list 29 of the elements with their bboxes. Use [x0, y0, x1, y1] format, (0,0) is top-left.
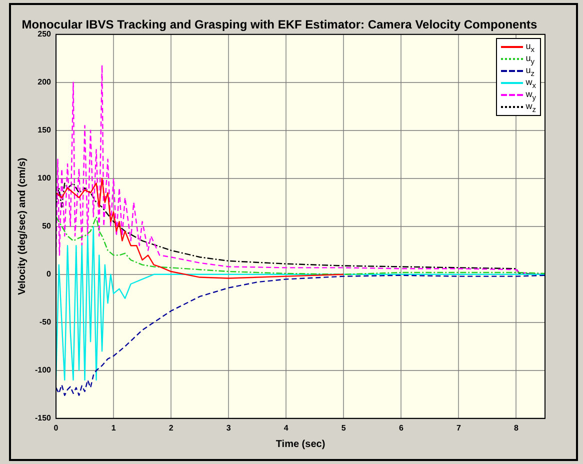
- y-tick-label: 50: [42, 222, 52, 231]
- y-tick-label: 250: [38, 30, 52, 39]
- y-tick-label: 200: [38, 78, 52, 87]
- line-series: [56, 216, 545, 275]
- x-tick-label: 3: [226, 423, 232, 432]
- x-tick-label: 8: [514, 423, 520, 432]
- legend-label: w$_{z}$: [526, 101, 536, 114]
- x-tick-label: 2: [168, 423, 174, 432]
- y-tick-label: 100: [38, 174, 52, 183]
- legend-label: u$_{z}$: [526, 65, 535, 78]
- x-tick-label: 0: [54, 423, 59, 432]
- y-tick-label: -100: [34, 366, 52, 375]
- x-tick-label: 6: [398, 423, 404, 432]
- x-axis-title: Time (sec): [276, 438, 326, 450]
- x-tick-label: 7: [456, 423, 462, 432]
- x-tick-label: 5: [341, 423, 346, 432]
- x-tick-label: 4: [284, 423, 289, 432]
- legend-label: u$_{x}$: [526, 41, 535, 54]
- y-tick-label: 150: [38, 126, 52, 135]
- legend-label: w$_{y}$: [526, 89, 536, 102]
- y-axis-title: Velocity (deg/sec) and (cm/s): [16, 158, 28, 296]
- legend-label: u$_{y}$: [526, 53, 535, 66]
- line-series: [56, 274, 545, 396]
- legend-label: w$_{x}$: [526, 77, 536, 90]
- y-tick-label: -50: [39, 318, 52, 327]
- chart-title: Monocular IBVS Tracking and Grasping with EKF Estimator: Camera Velocity Components: [22, 18, 538, 32]
- x-tick-label: 1: [111, 423, 116, 432]
- y-tick-label: 0: [46, 270, 52, 279]
- y-tick-label: -150: [34, 414, 52, 423]
